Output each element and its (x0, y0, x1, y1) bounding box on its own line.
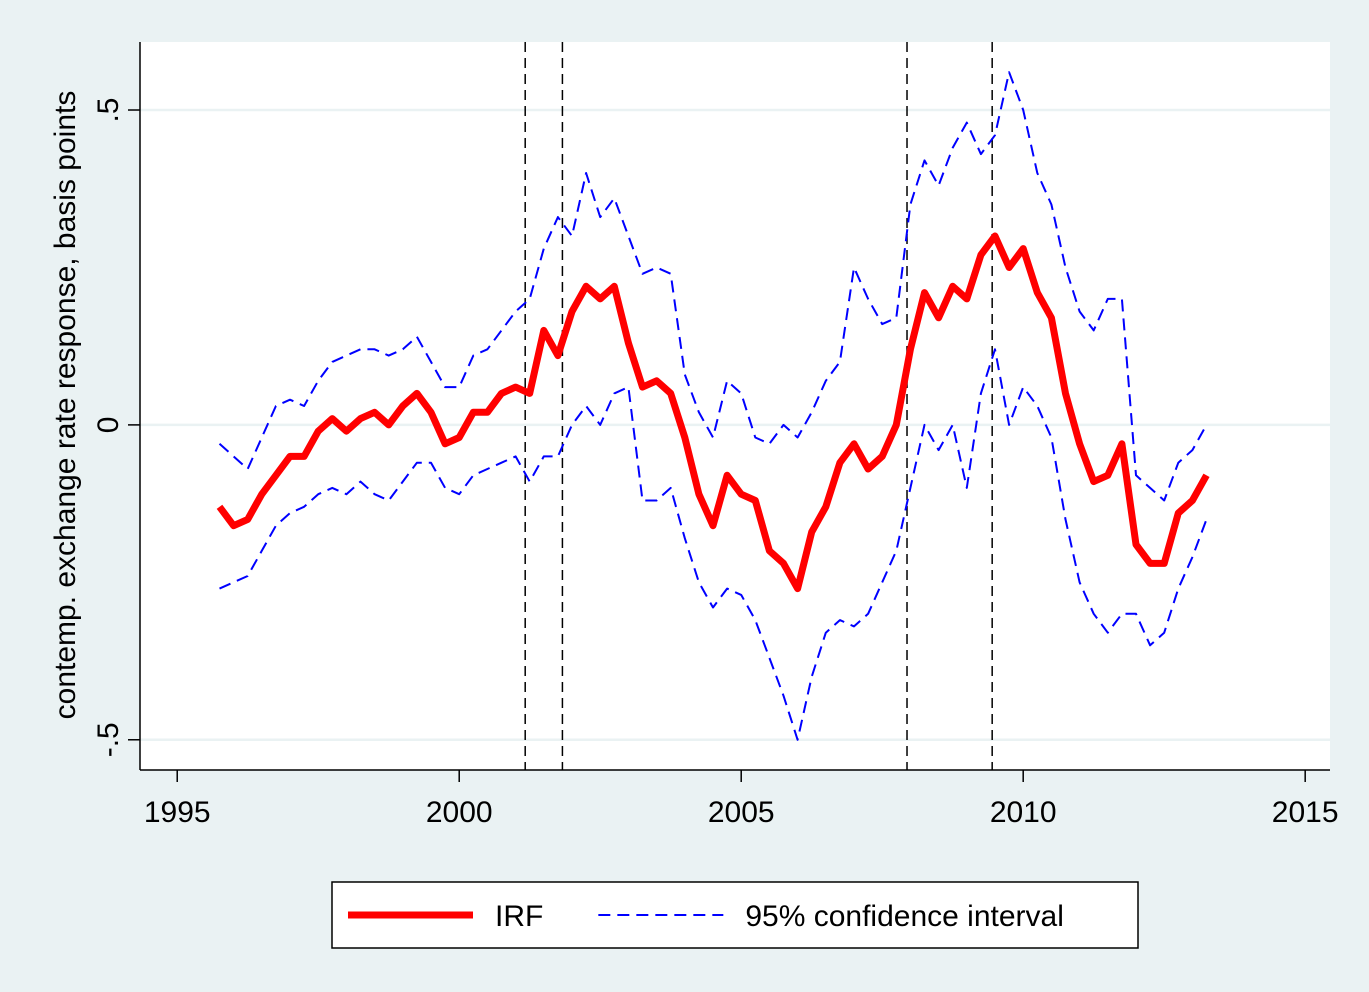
ci-lower-line (219, 348, 1208, 741)
x-tick-label: 2015 (1272, 796, 1339, 829)
y-tick-label: .5 (92, 97, 125, 122)
ci-upper-line (218, 71, 1208, 502)
legend-label: 95% confidence interval (745, 900, 1064, 933)
legend-label: IRF (495, 900, 543, 933)
legend: IRF 95% confidence interval (348, 900, 1064, 933)
x-tick-label: 1995 (144, 796, 211, 829)
y-tick-label: 0 (92, 417, 125, 434)
axes: -.5 0 .5 1995 2000 2005 2010 2015 (92, 42, 1339, 829)
plot-area (140, 42, 1330, 770)
x-tick-label: 2005 (708, 796, 775, 829)
y-tick-label: -.5 (92, 722, 125, 757)
x-tick-label: 2000 (426, 796, 493, 829)
x-tick-label: 2010 (990, 796, 1057, 829)
y-axis-label: contemp. exchange rate response, basis p… (49, 91, 82, 720)
marks (216, 42, 1210, 770)
irf-line (216, 232, 1210, 593)
